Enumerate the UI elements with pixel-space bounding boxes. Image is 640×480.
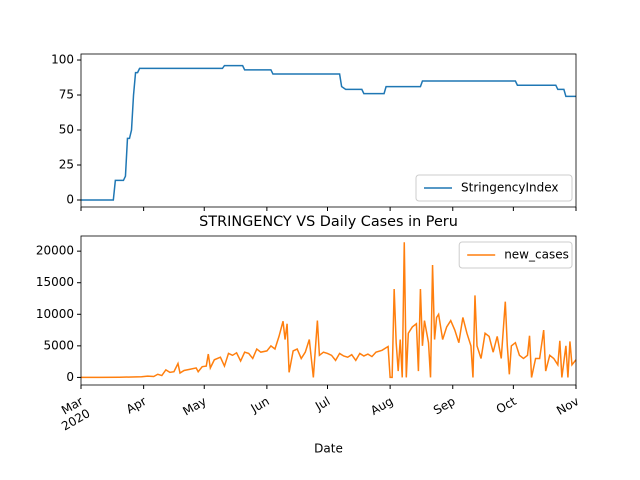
y-tick-label: 25 [59,158,74,172]
legend-box [415,174,573,202]
y-tick-label: 5000 [43,338,74,352]
y-tick-label: 100 [51,53,74,67]
y-tick-label: 0 [66,370,74,384]
axes-frame [80,235,577,386]
y-tick-label: 75 [59,88,74,102]
series-line [81,242,577,379]
x-axis-label: Date [314,442,343,456]
y-tick-label: 15000 [36,275,74,289]
y-tick-label: 50 [59,123,74,137]
chart-title: STRINGENCY VS Daily Cases in Peru [199,214,458,230]
legend-box [458,241,573,269]
y-tick-label: 20000 [36,244,74,258]
y-tick-label: 10000 [36,307,74,321]
legend-label: StringencyIndex [461,181,559,195]
legend-label: new_cases [504,248,569,262]
axes-frame [80,53,577,208]
series-line [81,64,576,201]
y-tick-label: 0 [66,193,74,207]
